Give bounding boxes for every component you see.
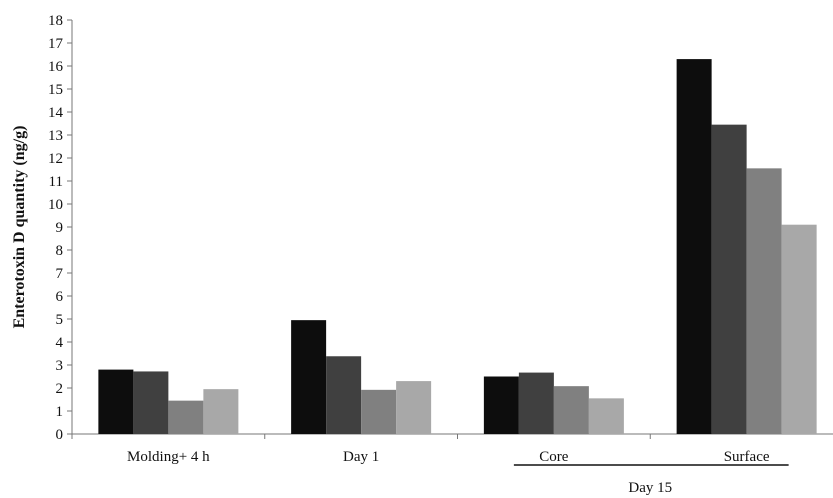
y-tick-label: 12 xyxy=(48,151,63,167)
y-tick-label: 4 xyxy=(56,335,64,351)
bar-3-series-3 xyxy=(553,386,589,434)
y-tick-label: 10 xyxy=(48,197,63,213)
y-tick-label: 8 xyxy=(56,243,64,259)
bar-2-series-1 xyxy=(291,320,327,434)
y-tick-label: 1 xyxy=(56,404,64,420)
y-tick-label: 18 xyxy=(48,13,63,29)
y-tick-label: 3 xyxy=(56,358,64,374)
bar-2-series-2 xyxy=(326,356,362,434)
bar-4-series-4 xyxy=(781,224,817,434)
x-category-label: Surface xyxy=(724,449,770,465)
y-tick-label: 17 xyxy=(48,36,64,52)
bar-4-series-2 xyxy=(711,124,747,435)
x-axis xyxy=(71,433,833,439)
bar-4-series-1 xyxy=(676,59,712,434)
y-tick-label: 7 xyxy=(56,266,64,282)
bar-3-series-4 xyxy=(588,398,624,434)
bar-1-series-2 xyxy=(133,371,169,434)
y-tick-label: 0 xyxy=(56,427,64,443)
y-tick-label: 14 xyxy=(48,105,64,121)
y-tick-label: 9 xyxy=(56,220,64,236)
bar-2-series-3 xyxy=(361,389,397,434)
bar-4-series-3 xyxy=(746,168,782,434)
y-axis-title: Enterotoxin D quantity (ng/g) xyxy=(11,126,28,329)
category-labels: Molding+ 4 h Day 1 Core Surface Day 15 xyxy=(127,449,789,496)
bar-3-series-1 xyxy=(483,376,519,434)
y-tick-label: 13 xyxy=(48,128,63,144)
bar-1-series-4 xyxy=(203,389,239,434)
y-tick-label: 2 xyxy=(56,381,64,397)
bar-1-series-3 xyxy=(168,400,204,434)
bars xyxy=(98,59,817,435)
y-tick-label: 11 xyxy=(49,174,63,190)
y-tick-label: 15 xyxy=(48,82,63,98)
x-category-label: Core xyxy=(539,449,569,465)
x-category-label: Day 1 xyxy=(343,449,379,465)
bar-2-series-4 xyxy=(396,381,432,434)
x-category-label: Molding+ 4 h xyxy=(127,449,210,465)
bar-3-series-2 xyxy=(518,372,554,434)
y-tick-label: 5 xyxy=(56,312,64,328)
x-group-label: Day 15 xyxy=(628,480,672,496)
y-tick-label: 6 xyxy=(56,289,64,305)
bar-1-series-1 xyxy=(98,369,134,434)
y-tick-label: 16 xyxy=(48,59,64,75)
